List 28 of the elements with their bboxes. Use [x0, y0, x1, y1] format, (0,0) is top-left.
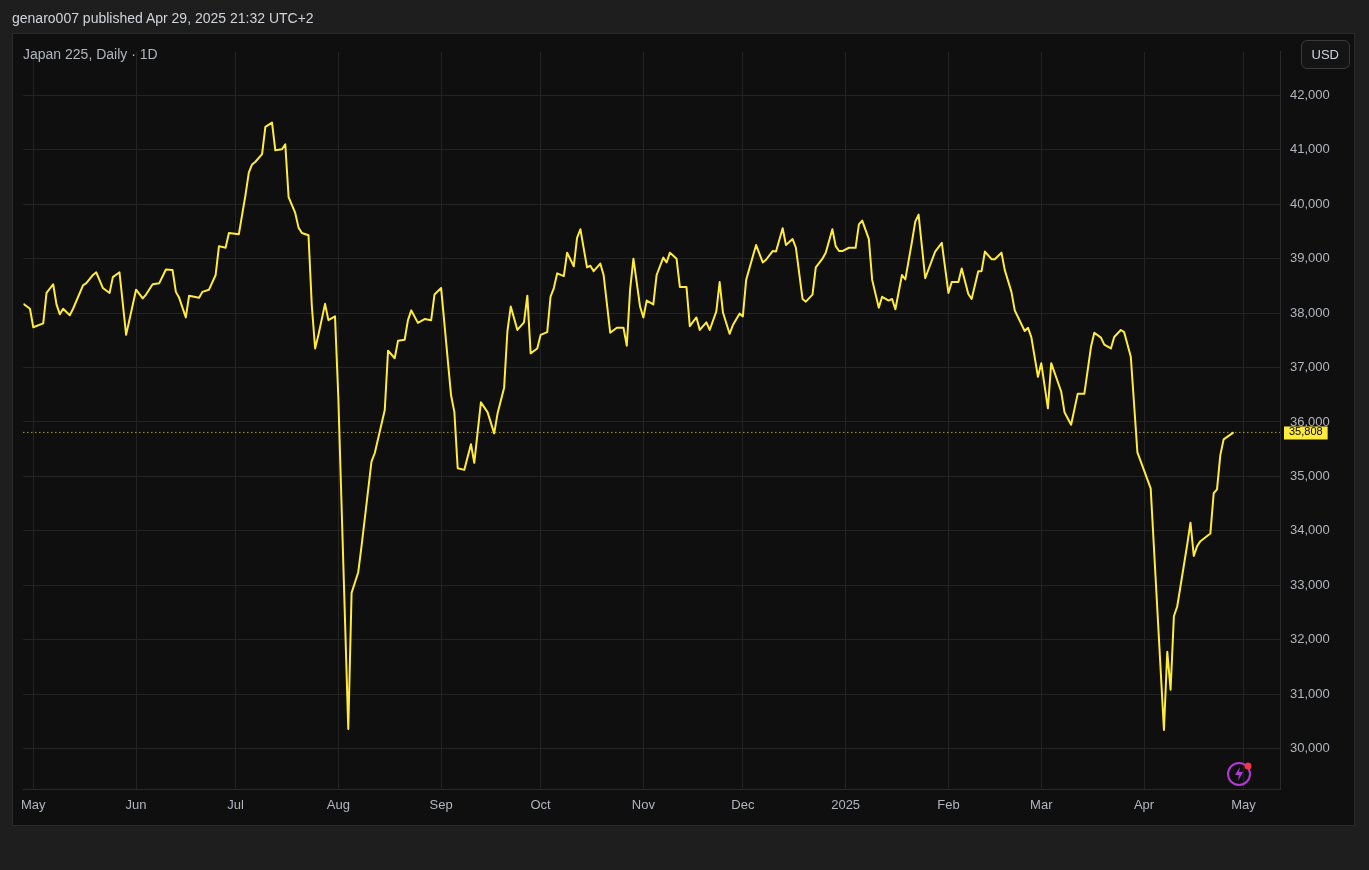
- x-tick-label: Feb: [937, 796, 960, 812]
- x-tick-label: May: [1231, 796, 1257, 812]
- x-tick-label: 2025: [831, 796, 861, 812]
- x-tick-label: Nov: [631, 796, 656, 812]
- x-tick-label: Jul: [227, 796, 244, 812]
- y-tick-label: 42,000: [1290, 86, 1330, 102]
- x-tick-label: Apr: [1133, 796, 1155, 812]
- y-tick-label: 32,000: [1290, 631, 1330, 647]
- y-tick-label: 40,000: [1290, 195, 1330, 211]
- y-tick-label: 38,000: [1290, 304, 1330, 320]
- chart-title: Japan 225, Daily · 1D: [23, 46, 158, 62]
- y-tick-label: 30,000: [1290, 740, 1330, 756]
- y-tick-label: 33,000: [1290, 576, 1330, 592]
- x-tick-label: Sep: [429, 796, 453, 812]
- y-tick-label: 35,000: [1290, 467, 1330, 483]
- x-tick-label: Jun: [125, 796, 147, 812]
- y-tick-label: 39,000: [1290, 250, 1330, 266]
- x-tick-label: May: [21, 796, 47, 812]
- x-tick-label: Mar: [1030, 796, 1054, 812]
- chart-subtitle: genaro007 published Apr 29, 2025 21:32 UTC+2: [12, 10, 314, 26]
- x-tick-label: Oct: [530, 796, 552, 812]
- y-tick-label: 41,000: [1290, 141, 1330, 157]
- y-tick-label: 37,000: [1290, 359, 1330, 375]
- text: USD: [1300, 40, 1350, 69]
- x-tick-label: Aug: [326, 796, 350, 812]
- x-tick-label: Dec: [731, 796, 755, 812]
- y-tick-label: 34,000: [1290, 522, 1330, 538]
- y-tick-label: 31,000: [1290, 685, 1330, 701]
